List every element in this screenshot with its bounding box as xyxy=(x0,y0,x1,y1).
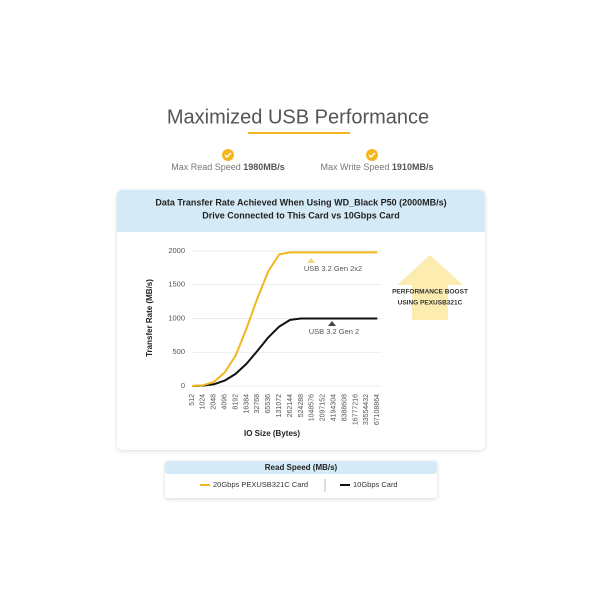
x-tick-label: 32768 xyxy=(254,394,261,414)
page-title: Maximized USB Performance xyxy=(167,106,429,128)
stat-label: Max Write Speed xyxy=(321,162,390,172)
y-tick-label: 1000 xyxy=(168,313,185,322)
x-tick-label: 512 xyxy=(189,394,196,406)
x-tick-label: 65536 xyxy=(265,394,272,414)
y-tick-label: 2000 xyxy=(168,246,185,255)
x-tick-label: 2048 xyxy=(211,394,218,410)
x-tick-label: 16384 xyxy=(243,394,250,414)
y-axis-label: Transfer Rate (MB/s) xyxy=(145,279,154,357)
card-header xyxy=(117,190,485,232)
x-tick-label: 262144 xyxy=(287,394,294,417)
series-line xyxy=(191,251,378,387)
y-tick-label: 1500 xyxy=(168,280,185,289)
x-tick-label: 67108864 xyxy=(374,394,381,425)
x-axis-label: IO Size (Bytes) xyxy=(244,429,300,438)
boost-arrow xyxy=(397,255,463,320)
stat-label: Max Read Speed xyxy=(171,162,241,172)
series-line xyxy=(191,317,378,387)
callout-text: PERFORMANCE BOOST xyxy=(392,289,468,296)
legend-header xyxy=(165,461,437,474)
stat-value: 1910MB/s xyxy=(392,162,434,172)
annotation: USB 3.2 Gen 2 xyxy=(309,327,359,336)
annotation: USB 3.2 Gen 2x2 xyxy=(304,264,362,273)
annotation-marker xyxy=(307,258,315,263)
x-tick-label: 131072 xyxy=(276,394,283,417)
stat: Max Read Speed 1980MB/s xyxy=(171,162,285,172)
annotation-marker xyxy=(328,321,336,326)
title-underline xyxy=(248,132,350,134)
x-tick-label: 524288 xyxy=(298,394,305,417)
x-tick-label: 1024 xyxy=(200,394,207,410)
legend-title: Read Speed (MB/s) xyxy=(265,463,338,472)
legend: 20Gbps PEXUSB321C Card 10Gbps Card xyxy=(200,480,398,489)
x-tick-label: 16777216 xyxy=(352,394,359,425)
x-tick-label: 4194304 xyxy=(331,394,338,421)
x-tick-label: 4096 xyxy=(222,394,229,410)
x-tick-label: 33554432 xyxy=(363,394,370,425)
x-tick-label: 2097152 xyxy=(320,394,327,421)
callout-text: USING PEXUSB321C xyxy=(398,300,463,307)
chart-title: Drive Connected to This Card vs 10Gbps C… xyxy=(202,210,400,220)
check-mark xyxy=(368,152,376,159)
check-mark xyxy=(224,152,232,159)
legend-label: 10Gbps Card xyxy=(353,480,398,489)
legend-label: 20Gbps PEXUSB321C Card xyxy=(213,480,308,489)
stat-value: 1980MB/s xyxy=(243,162,285,172)
chart-title: Data Transfer Rate Achieved When Using W… xyxy=(155,197,446,207)
stat: Max Write Speed 1910MB/s xyxy=(321,162,434,172)
y-tick-label: 0 xyxy=(181,381,185,390)
plot: 0 500 1000 1500 2000 512 1024 2048 4096 8192 16384… xyxy=(168,246,382,425)
x-tick-label: 1048576 xyxy=(309,394,316,421)
x-tick-label: 8192 xyxy=(232,394,239,410)
x-tick-label: 8388608 xyxy=(341,394,348,421)
y-tick-label: 500 xyxy=(172,347,185,356)
